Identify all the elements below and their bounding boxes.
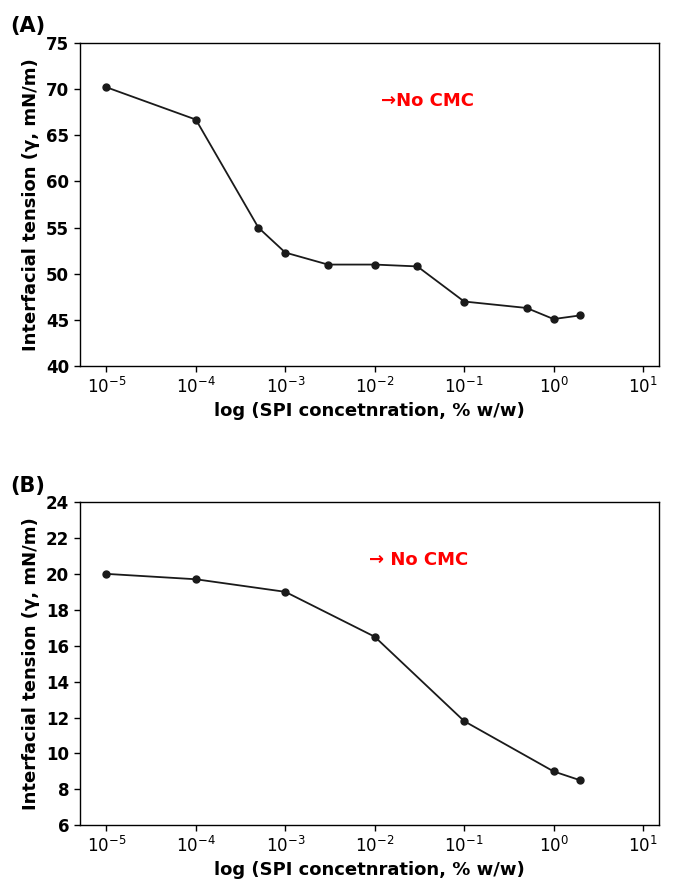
Y-axis label: Interfacial tension (γ, mN/m): Interfacial tension (γ, mN/m)	[22, 517, 41, 810]
Text: (A): (A)	[10, 16, 45, 37]
Text: → No CMC: → No CMC	[369, 551, 468, 569]
Text: →No CMC: →No CMC	[381, 92, 474, 110]
X-axis label: log (SPI concetnration, % w/w): log (SPI concetnration, % w/w)	[214, 861, 525, 879]
Y-axis label: Interfacial tension (γ, mN/m): Interfacial tension (γ, mN/m)	[22, 58, 41, 351]
X-axis label: log (SPI concetnration, % w/w): log (SPI concetnration, % w/w)	[214, 402, 525, 420]
Text: (B): (B)	[10, 476, 45, 495]
